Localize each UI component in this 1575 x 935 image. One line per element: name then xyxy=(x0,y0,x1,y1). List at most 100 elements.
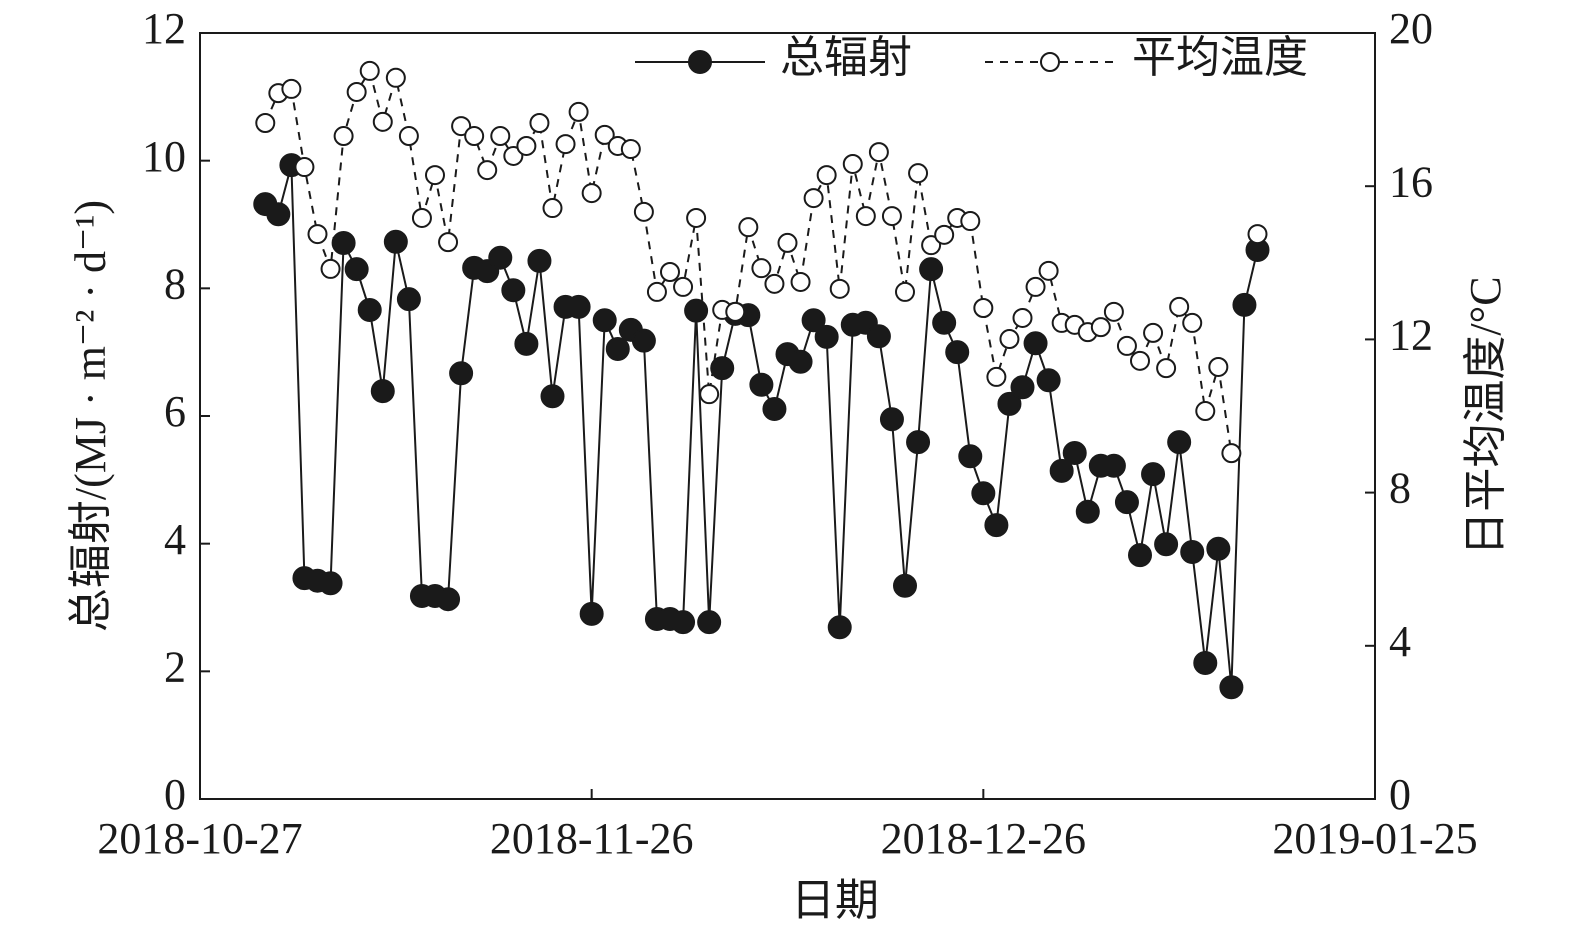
data-point xyxy=(788,349,813,374)
data-point xyxy=(673,276,694,297)
data-point xyxy=(697,610,722,635)
data-point xyxy=(527,248,552,273)
data-point xyxy=(971,481,996,506)
legend-marker xyxy=(688,50,712,74)
data-point xyxy=(1116,335,1137,356)
data-point xyxy=(997,391,1022,416)
data-point xyxy=(385,67,406,88)
data-point xyxy=(1130,350,1150,371)
data-point xyxy=(855,206,876,227)
data-point xyxy=(1208,356,1229,377)
data-point xyxy=(751,258,772,279)
data-point xyxy=(333,126,354,147)
data-point xyxy=(699,384,720,405)
data-point xyxy=(803,188,824,209)
data-point xyxy=(1114,490,1139,515)
data-point xyxy=(1154,532,1179,557)
data-point xyxy=(1010,375,1035,400)
data-point xyxy=(934,224,955,245)
data-point xyxy=(320,258,341,279)
data-point xyxy=(1180,539,1205,564)
data-point xyxy=(906,430,931,455)
data-point xyxy=(281,78,302,99)
data-point xyxy=(842,153,863,174)
data-point xyxy=(749,372,774,397)
data-point xyxy=(631,328,656,353)
y2-tick-label: 4 xyxy=(1389,617,1411,666)
data-point xyxy=(540,384,565,409)
data-point xyxy=(1012,307,1033,328)
data-point xyxy=(605,336,630,361)
data-point xyxy=(396,287,421,312)
data-point xyxy=(594,124,615,145)
data-point xyxy=(346,81,367,102)
data-point xyxy=(671,610,696,635)
data-point xyxy=(490,126,511,147)
data-point xyxy=(1101,453,1126,478)
data-point xyxy=(318,571,343,596)
data-point xyxy=(1036,368,1061,393)
x-tick-label: 2018-10-27 xyxy=(97,814,302,863)
x-axis-label: 日期 xyxy=(791,876,879,925)
data-point xyxy=(438,232,459,253)
data-point xyxy=(425,165,445,186)
data-point xyxy=(344,257,369,282)
y-tick-label: 6 xyxy=(164,387,186,436)
data-point xyxy=(945,340,970,365)
y2-tick-label: 0 xyxy=(1389,770,1411,819)
data-point xyxy=(1143,322,1164,343)
data-point xyxy=(1103,301,1124,322)
data-point xyxy=(307,224,328,245)
data-point xyxy=(477,160,498,181)
legend-label: 平均温度 xyxy=(1132,33,1308,82)
y2-axis-label: 日平均温度/°C xyxy=(1461,276,1510,555)
data-point xyxy=(331,231,356,256)
data-point xyxy=(383,229,408,254)
data-point xyxy=(581,183,602,204)
y-axis-label: 总辐射/(MJ · m⁻² · d⁻¹) xyxy=(66,200,115,632)
data-point xyxy=(1247,224,1268,245)
y-tick-label: 10 xyxy=(142,132,186,181)
data-point xyxy=(827,615,852,640)
y2-tick-label: 8 xyxy=(1389,464,1411,513)
data-point xyxy=(294,157,315,178)
data-point xyxy=(1062,441,1087,466)
data-point xyxy=(398,126,419,147)
data-point xyxy=(501,278,526,303)
data-point xyxy=(908,163,929,184)
data-point xyxy=(568,101,589,122)
data-point xyxy=(868,142,889,163)
data-point xyxy=(921,235,942,256)
data-point xyxy=(1195,401,1216,422)
data-point xyxy=(646,281,667,302)
data-point xyxy=(1232,292,1257,317)
data-point xyxy=(372,111,393,132)
data-point xyxy=(579,601,604,626)
data-point xyxy=(555,134,576,155)
data-point xyxy=(529,113,550,134)
data-point xyxy=(1167,430,1192,455)
y-tick-label: 0 xyxy=(164,770,186,819)
data-point xyxy=(879,407,904,432)
data-point xyxy=(816,165,837,186)
data-point xyxy=(436,587,461,612)
data-point xyxy=(633,201,654,222)
data-point xyxy=(516,135,537,156)
data-point xyxy=(814,324,839,349)
data-point xyxy=(686,207,707,228)
data-point xyxy=(411,207,432,228)
data-point xyxy=(359,60,380,81)
data-point xyxy=(1169,296,1190,317)
data-point xyxy=(738,217,759,238)
data-point xyxy=(542,198,563,219)
legend-label: 总辐射 xyxy=(780,33,912,82)
data-point xyxy=(1025,276,1046,297)
data-point xyxy=(801,308,826,333)
data-point xyxy=(620,139,641,160)
y2-tick-label: 16 xyxy=(1389,157,1433,206)
data-point xyxy=(1193,651,1218,676)
data-point xyxy=(514,331,539,356)
y-tick-label: 4 xyxy=(164,515,186,564)
